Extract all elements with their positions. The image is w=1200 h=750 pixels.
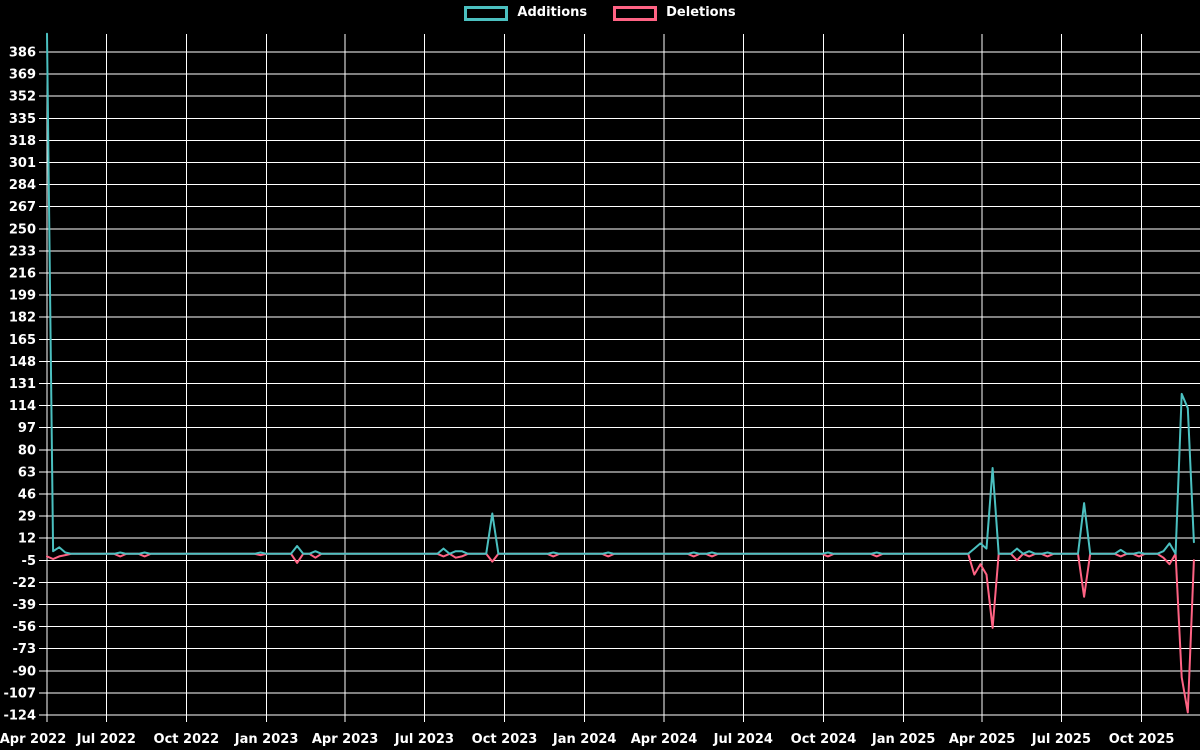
svg-text:Jul 2025: Jul 2025 — [1031, 732, 1091, 747]
svg-text:182: 182 — [9, 311, 36, 326]
additions-legend-label: Additions — [517, 5, 588, 20]
legend-item-deletions[interactable]: Deletions — [613, 5, 736, 21]
svg-text:Jan 2023: Jan 2023 — [234, 732, 299, 747]
svg-text:Apr 2024: Apr 2024 — [631, 732, 698, 747]
svg-text:-22: -22 — [13, 576, 37, 591]
svg-text:-39: -39 — [13, 598, 37, 613]
svg-text:301: 301 — [9, 156, 36, 171]
svg-text:97: 97 — [18, 421, 36, 436]
svg-text:-124: -124 — [3, 709, 36, 724]
svg-text:80: 80 — [18, 443, 36, 458]
svg-text:131: 131 — [9, 377, 36, 392]
svg-text:-56: -56 — [13, 620, 37, 635]
deletions-swatch-icon — [613, 5, 658, 21]
svg-text:-73: -73 — [13, 642, 37, 657]
svg-text:335: 335 — [9, 112, 36, 127]
svg-text:199: 199 — [9, 289, 36, 304]
svg-text:318: 318 — [9, 134, 36, 149]
svg-text:-107: -107 — [3, 686, 36, 701]
svg-text:148: 148 — [9, 355, 36, 370]
svg-text:216: 216 — [9, 267, 36, 282]
svg-text:Oct 2023: Oct 2023 — [472, 732, 538, 747]
deletions-legend-label: Deletions — [666, 5, 736, 20]
svg-text:386: 386 — [9, 46, 36, 61]
svg-text:Apr 2025: Apr 2025 — [949, 732, 1016, 747]
svg-text:-5: -5 — [22, 554, 36, 569]
legend-item-additions[interactable]: Additions — [464, 5, 587, 21]
svg-text:165: 165 — [9, 333, 36, 348]
svg-text:Jul 2024: Jul 2024 — [713, 732, 773, 747]
svg-text:46: 46 — [18, 488, 36, 503]
svg-text:267: 267 — [9, 200, 36, 215]
svg-text:369: 369 — [9, 68, 36, 83]
svg-text:Jan 2025: Jan 2025 — [871, 732, 936, 747]
svg-text:250: 250 — [9, 222, 36, 237]
svg-text:114: 114 — [9, 399, 36, 414]
svg-text:233: 233 — [9, 244, 36, 259]
svg-text:Jul 2023: Jul 2023 — [394, 732, 454, 747]
svg-text:Apr 2022: Apr 2022 — [0, 732, 66, 747]
svg-text:29: 29 — [18, 510, 36, 525]
chart-legend: Additions Deletions — [0, 5, 1200, 21]
svg-text:Jan 2024: Jan 2024 — [552, 732, 617, 747]
svg-text:12: 12 — [18, 532, 36, 547]
svg-text:352: 352 — [9, 90, 36, 105]
additions-swatch-icon — [464, 5, 509, 21]
svg-text:Jul 2022: Jul 2022 — [76, 732, 136, 747]
svg-text:63: 63 — [18, 465, 36, 480]
svg-text:Oct 2025: Oct 2025 — [1109, 732, 1175, 747]
svg-text:Apr 2023: Apr 2023 — [312, 732, 379, 747]
svg-text:-90: -90 — [13, 664, 37, 679]
svg-text:284: 284 — [9, 178, 36, 193]
svg-text:Oct 2024: Oct 2024 — [791, 732, 857, 747]
svg-text:Oct 2022: Oct 2022 — [154, 732, 220, 747]
